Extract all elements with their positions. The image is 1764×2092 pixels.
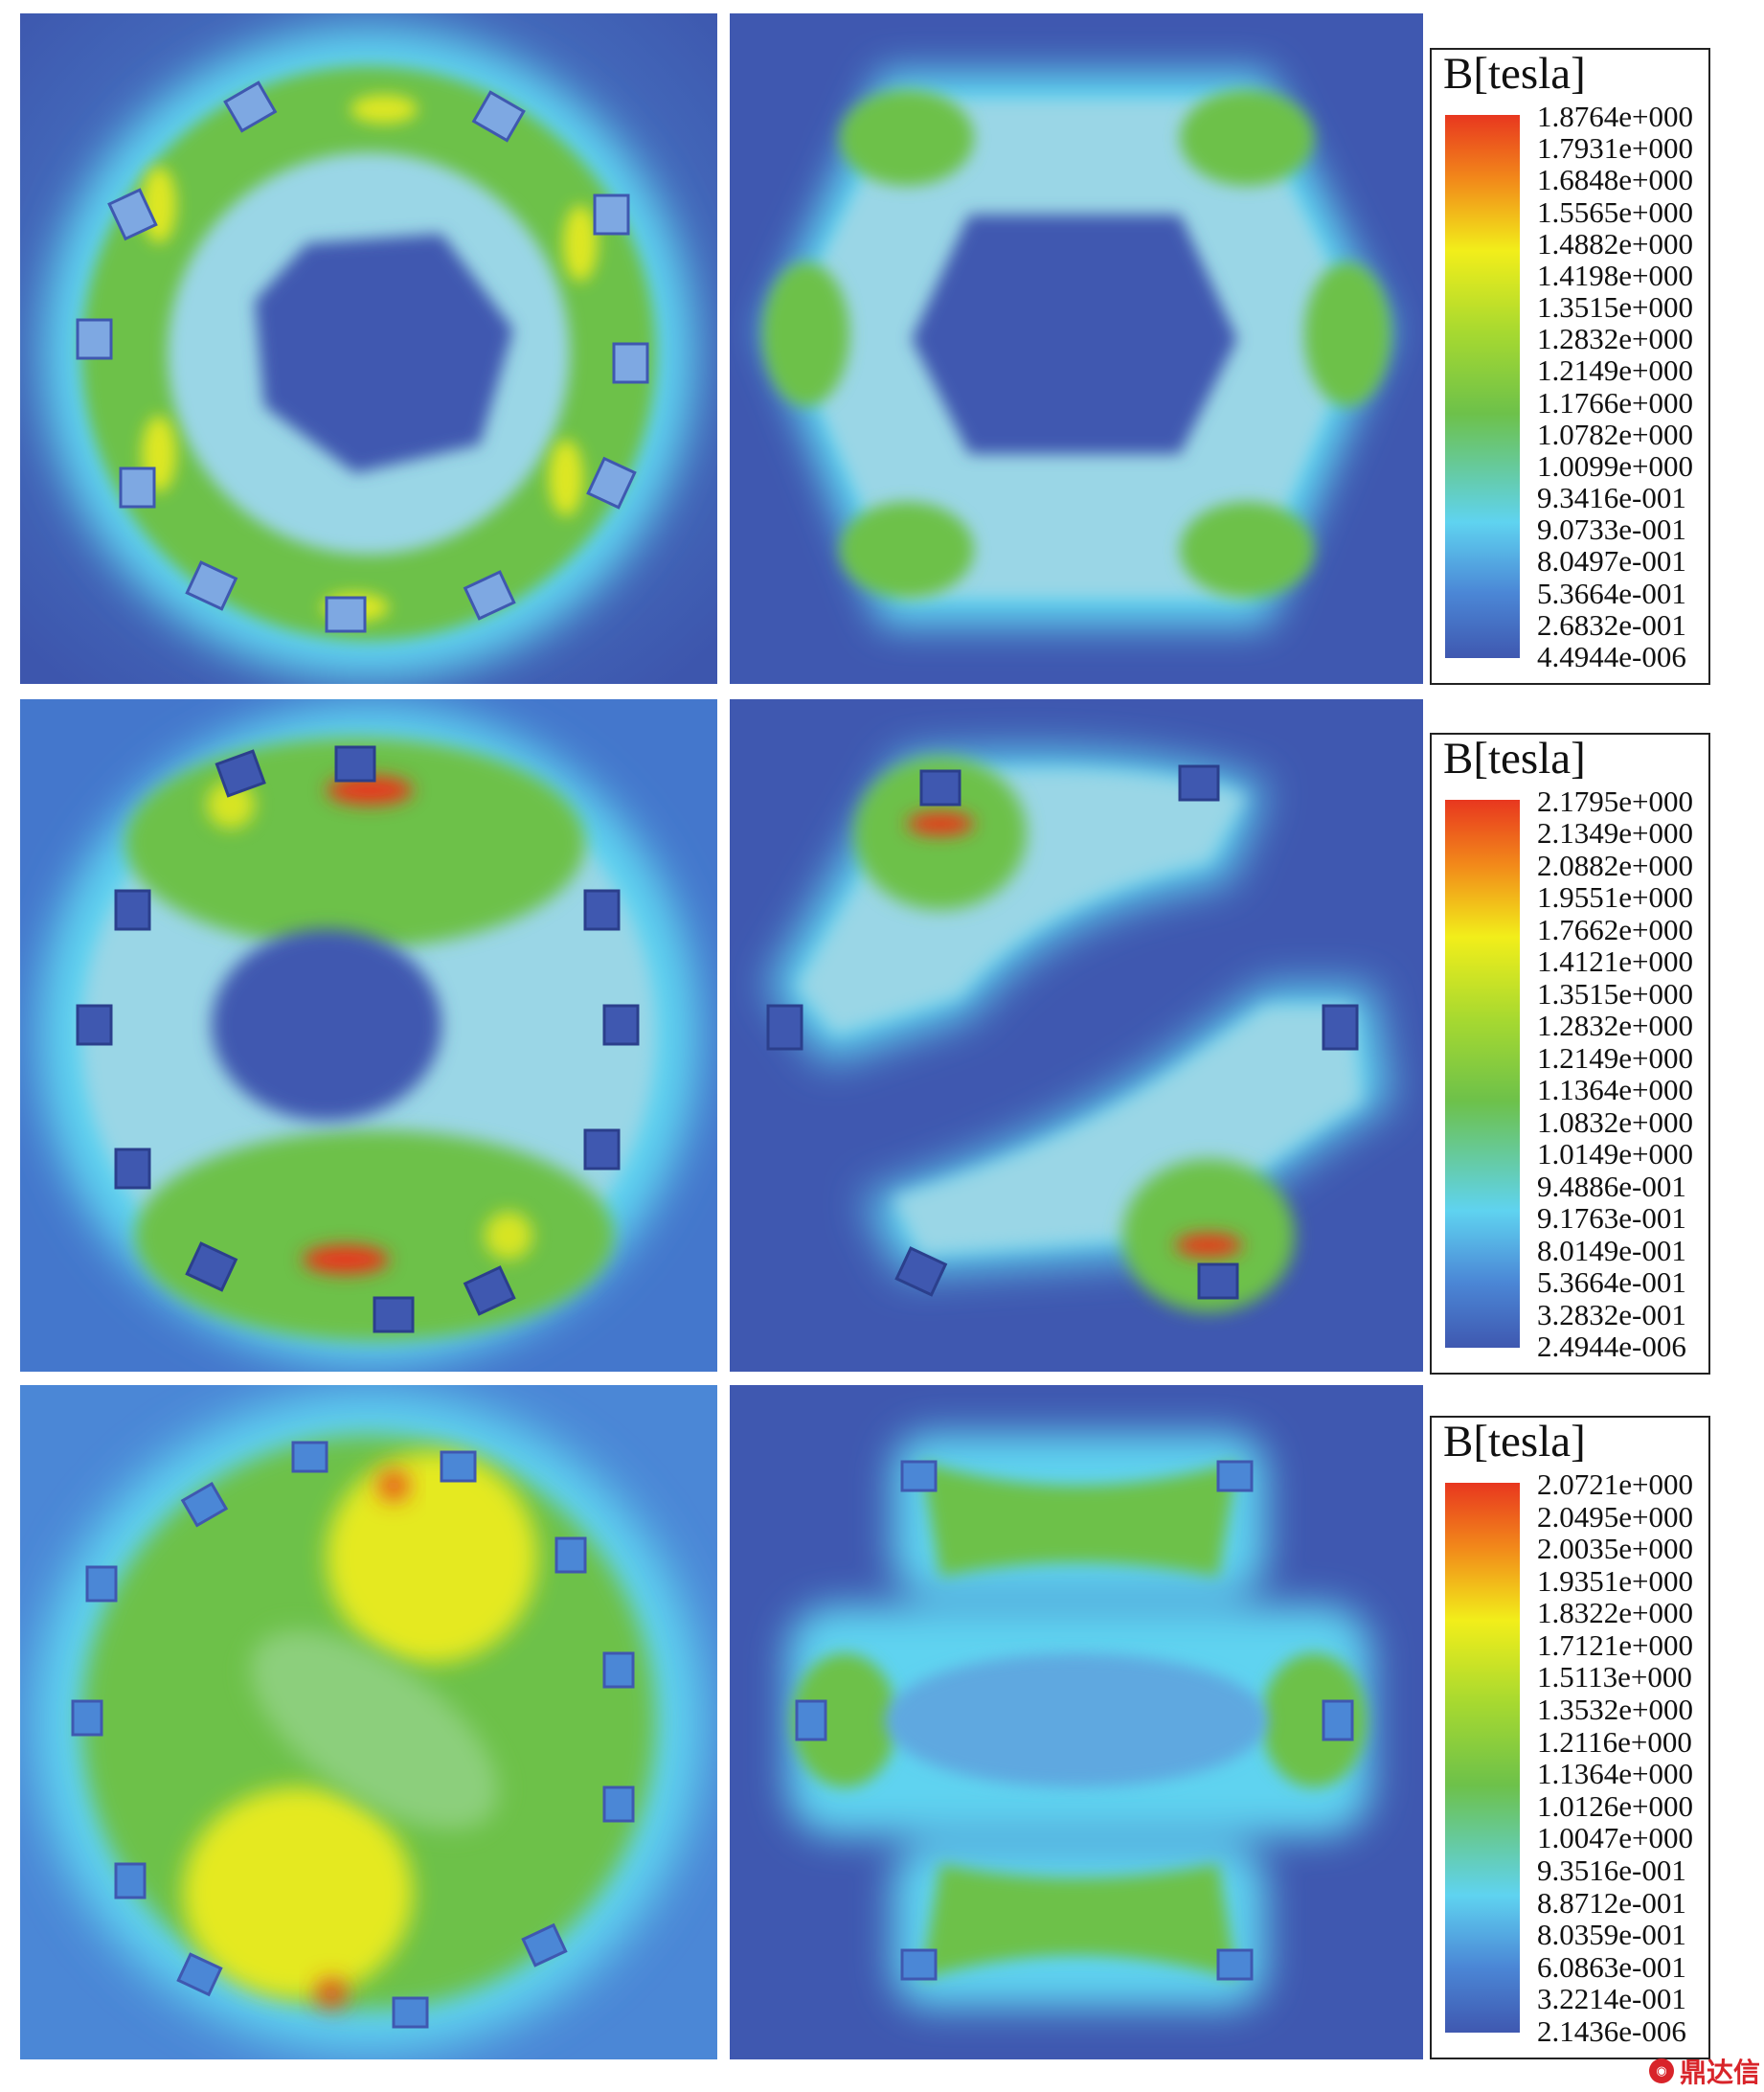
tick-label: 2.1795e+000 <box>1537 784 1693 818</box>
field-plot-row2-left-svg <box>20 699 717 1372</box>
tick-label: 1.8322e+000 <box>1537 1596 1693 1630</box>
tick-label: 1.9351e+000 <box>1537 1563 1693 1598</box>
colorbar-legend-2: B[tesla] 2.1795e+000 2.1349e+000 2.0882e… <box>1430 733 1710 1375</box>
tick-label: 2.0495e+000 <box>1537 1499 1693 1534</box>
tick-label: 2.0721e+000 <box>1537 1467 1693 1501</box>
tick-label: 1.0832e+000 <box>1537 1104 1693 1139</box>
tick-label: 2.1349e+000 <box>1537 816 1693 851</box>
colorbar-tick-labels: 2.0721e+000 2.0495e+000 2.0035e+000 1.93… <box>1537 1469 1705 2046</box>
tick-label: 2.0035e+000 <box>1537 1532 1693 1566</box>
field-plot-row2-right <box>730 699 1423 1372</box>
tick-label: 8.0359e-001 <box>1537 1918 1686 1952</box>
field-plot-row1-right-svg <box>730 13 1423 684</box>
tick-label: 3.2832e-001 <box>1537 1297 1686 1331</box>
tick-label: 9.0733e-001 <box>1537 512 1686 547</box>
watermark: ◉ 鼎达信 <box>1648 2052 1760 2090</box>
tick-label: 1.1364e+000 <box>1537 1757 1693 1791</box>
tick-label: 1.4121e+000 <box>1537 944 1693 979</box>
tick-label: 1.4198e+000 <box>1537 258 1693 292</box>
tick-label: 8.8712e-001 <box>1537 1885 1686 1920</box>
field-plot-row1-left-svg <box>20 13 717 684</box>
tick-label: 1.0126e+000 <box>1537 1788 1693 1823</box>
tick-label: 1.4882e+000 <box>1537 226 1693 261</box>
colorbar-gradient <box>1445 115 1520 658</box>
tick-label: 8.0149e-001 <box>1537 1233 1686 1267</box>
tick-label: 1.3532e+000 <box>1537 1693 1693 1727</box>
tick-label: 1.0099e+000 <box>1537 448 1693 483</box>
tick-label: 1.2149e+000 <box>1537 1040 1693 1075</box>
legend-title: B[tesla] <box>1443 734 1586 784</box>
tick-label: 1.5113e+000 <box>1537 1660 1692 1694</box>
tick-label: 8.0497e-001 <box>1537 544 1686 579</box>
tick-label: 1.2832e+000 <box>1537 1009 1693 1043</box>
tick-label: 4.4944e-006 <box>1537 639 1686 673</box>
tick-label: 2.6832e-001 <box>1537 607 1686 642</box>
logo-mark-icon: ◉ <box>1648 2058 1674 2083</box>
field-plot-row2-right-svg <box>730 699 1423 1372</box>
tick-label: 3.2214e-001 <box>1537 1982 1686 2016</box>
tick-label: 9.3416e-001 <box>1537 481 1686 515</box>
tick-label: 1.0782e+000 <box>1537 417 1693 451</box>
tick-label: 1.2832e+000 <box>1537 322 1693 356</box>
watermark-text: 鼎达信 <box>1679 2057 1760 2088</box>
tick-label: 9.4886e-001 <box>1537 1169 1686 1203</box>
field-plot-row3-right-svg <box>730 1385 1423 2059</box>
tick-label: 2.4944e-006 <box>1537 1329 1686 1363</box>
field-plot-row2-left <box>20 699 717 1372</box>
colorbar-tick-labels: 2.1795e+000 2.1349e+000 2.0882e+000 1.95… <box>1537 786 1705 1361</box>
tick-label: 1.7662e+000 <box>1537 912 1693 946</box>
tick-label: 1.7121e+000 <box>1537 1627 1693 1662</box>
field-plot-row3-right <box>730 1385 1423 2059</box>
tick-label: 9.3516e-001 <box>1537 1853 1686 1887</box>
tick-label: 1.2149e+000 <box>1537 353 1693 388</box>
tick-label: 9.1763e-001 <box>1537 1201 1686 1236</box>
tick-label: 1.6848e+000 <box>1537 163 1693 197</box>
tick-label: 5.3664e-001 <box>1537 576 1686 610</box>
tick-label: 1.0047e+000 <box>1537 1821 1693 1855</box>
tick-label: 2.1436e-006 <box>1537 2013 1686 2048</box>
tick-label: 5.3664e-001 <box>1537 1265 1686 1300</box>
tick-label: 2.0882e+000 <box>1537 848 1693 882</box>
tick-label: 1.7931e+000 <box>1537 131 1693 166</box>
colorbar-gradient <box>1445 1483 1520 2033</box>
legend-title: B[tesla] <box>1443 49 1586 99</box>
tick-label: 1.9551e+000 <box>1537 880 1693 915</box>
tick-label: 1.5565e+000 <box>1537 194 1693 229</box>
tick-label: 1.3515e+000 <box>1537 290 1693 325</box>
tick-label: 1.1766e+000 <box>1537 385 1693 420</box>
field-plot-row1-left <box>20 13 717 684</box>
tick-label: 1.1364e+000 <box>1537 1073 1693 1107</box>
field-plot-row1-right <box>730 13 1423 684</box>
tick-label: 1.0149e+000 <box>1537 1137 1693 1171</box>
colorbar-legend-1: B[tesla] 1.8764e+000 1.7931e+000 1.6848e… <box>1430 48 1710 685</box>
colorbar-gradient <box>1445 800 1520 1348</box>
legend-title: B[tesla] <box>1443 1417 1586 1467</box>
tick-label: 1.2116e+000 <box>1537 1724 1692 1759</box>
field-plot-row3-left-svg <box>20 1385 717 2059</box>
tick-label: 1.8764e+000 <box>1537 100 1693 133</box>
tick-label: 6.0863e-001 <box>1537 1949 1686 1984</box>
colorbar-legend-3: B[tesla] 2.0721e+000 2.0495e+000 2.0035e… <box>1430 1416 1710 2059</box>
colorbar-tick-labels: 1.8764e+000 1.7931e+000 1.6848e+000 1.55… <box>1537 102 1705 671</box>
field-plot-row3-left <box>20 1385 717 2059</box>
tick-label: 1.3515e+000 <box>1537 976 1693 1011</box>
